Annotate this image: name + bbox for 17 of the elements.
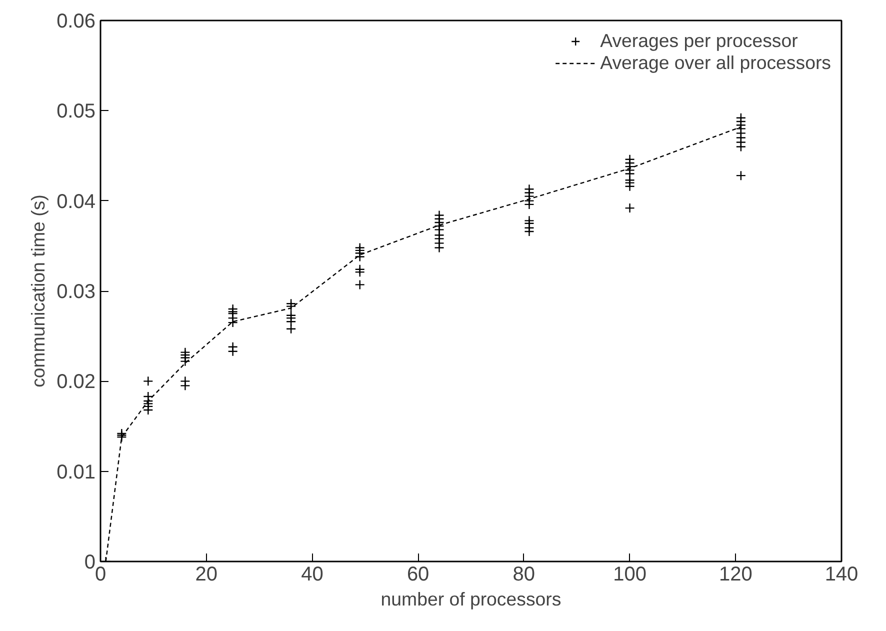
legend-label: Average over all processors [600, 52, 831, 74]
x-tick-label: 60 [406, 564, 430, 586]
x-tick-label: 100 [613, 564, 646, 586]
legend-label: Averages per processor [600, 30, 798, 52]
y-tick-label: 0.01 [56, 461, 96, 484]
x-tick-label: 40 [301, 564, 324, 586]
x-tick-label: 120 [718, 564, 752, 586]
x-tick-label: 80 [512, 564, 536, 586]
y-tick-label: 0.04 [56, 190, 96, 213]
y-axis-title: communication time (s) [28, 194, 49, 388]
y-tick-label: 0.06 [56, 10, 96, 32]
x-tick-label: 20 [195, 564, 218, 586]
x-axis-title: number of processors [380, 588, 562, 610]
y-tick-label: 0.05 [56, 100, 96, 123]
x-tick-label: 140 [824, 564, 858, 586]
y-tick-label: 0.02 [56, 371, 96, 394]
y-tick-label: 0.03 [56, 281, 96, 303]
